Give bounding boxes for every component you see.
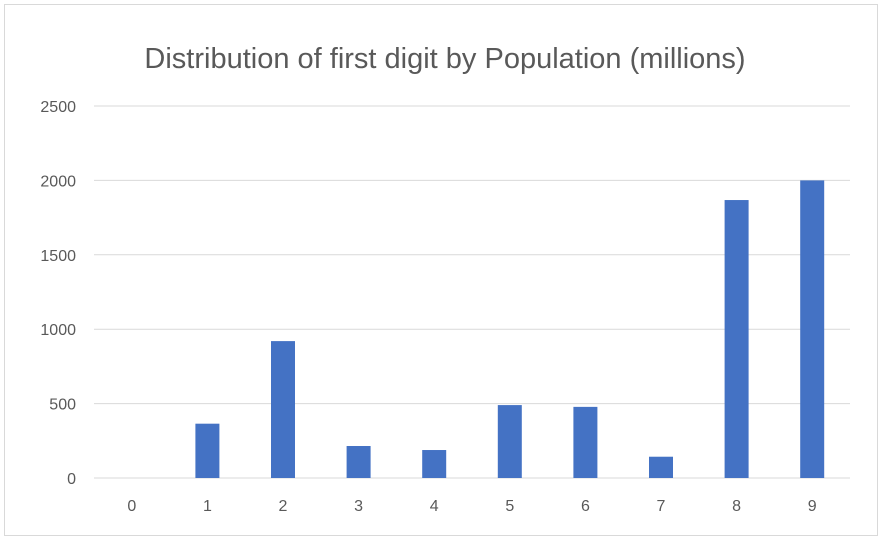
y-tick-label: 1500 xyxy=(40,248,76,265)
gridlines xyxy=(94,105,850,479)
bar-5 xyxy=(497,405,522,478)
x-tick-label: 6 xyxy=(581,498,590,515)
bar-3 xyxy=(346,446,371,478)
bar-8 xyxy=(724,200,749,478)
bars xyxy=(195,180,825,478)
x-tick-label: 3 xyxy=(354,498,363,515)
chart-title: Distribution of first digit by Populatio… xyxy=(144,43,745,75)
y-tick-label: 1000 xyxy=(40,322,76,339)
y-tick-labels: 0 500 1000 1500 2000 2500 xyxy=(40,99,76,488)
bar-7 xyxy=(649,456,673,478)
bar-1 xyxy=(195,423,220,478)
bar-9 xyxy=(800,180,825,478)
x-tick-label: 0 xyxy=(127,498,136,515)
x-tick-label: 2 xyxy=(279,498,288,515)
x-tick-label: 7 xyxy=(657,498,666,515)
bar-4 xyxy=(422,450,447,478)
x-tick-labels: 0 1 2 3 4 5 6 7 8 9 xyxy=(127,498,816,515)
x-tick-label: 8 xyxy=(732,498,741,515)
x-tick-label: 9 xyxy=(808,498,817,515)
y-tick-label: 2000 xyxy=(40,173,76,190)
x-tick-label: 1 xyxy=(203,498,212,515)
y-tick-label: 0 xyxy=(67,471,76,488)
x-tick-label: 4 xyxy=(430,498,439,515)
y-tick-label: 500 xyxy=(49,397,76,414)
x-tick-label: 5 xyxy=(505,498,514,515)
bar-6 xyxy=(573,406,598,478)
bar-2 xyxy=(271,341,295,478)
y-tick-label: 2500 xyxy=(40,99,76,116)
